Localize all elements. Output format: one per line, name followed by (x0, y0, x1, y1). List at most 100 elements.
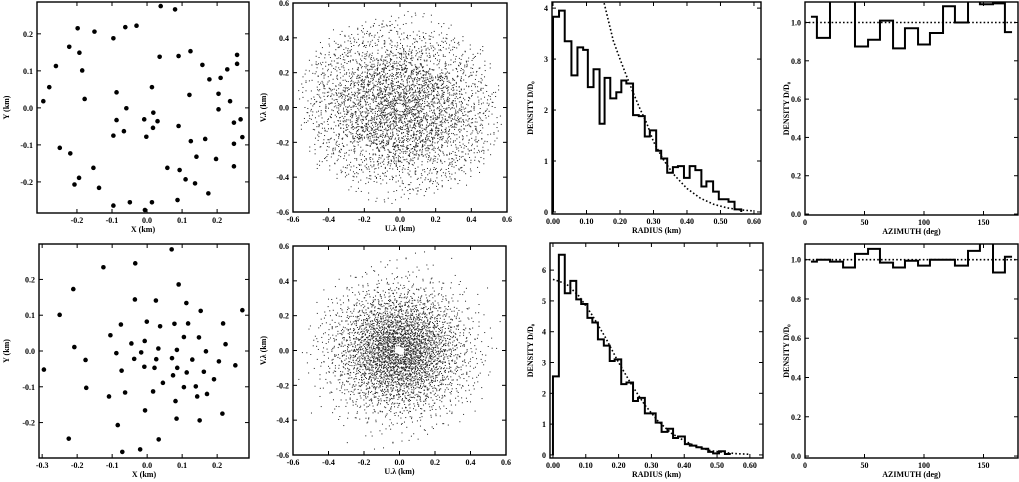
uv-point (449, 72, 451, 74)
uv-point (459, 131, 461, 133)
uv-point (332, 147, 334, 149)
uv-point (347, 112, 349, 114)
uv-point (400, 310, 402, 312)
uv-point (385, 67, 387, 69)
antenna-point (114, 117, 119, 123)
uv-point (318, 124, 320, 126)
uv-point (370, 129, 372, 131)
uv-point (435, 123, 437, 125)
uv-point (383, 77, 385, 79)
uv-point (323, 87, 325, 89)
uv-point (465, 337, 467, 339)
uv-point (441, 168, 443, 170)
uv-point (338, 88, 340, 90)
uv-point (416, 322, 418, 324)
uv-point (411, 108, 413, 110)
uv-point (491, 347, 493, 349)
uv-point (381, 142, 383, 144)
uv-point (387, 191, 389, 193)
uv-point (337, 111, 339, 113)
uv-point (381, 116, 383, 118)
uv-point (367, 101, 369, 103)
uv-point (397, 320, 399, 322)
uv-point (385, 24, 387, 26)
uv-point (419, 90, 421, 92)
uv-point (436, 171, 438, 173)
uv-point (367, 122, 369, 124)
uv-point (383, 76, 385, 78)
uv-point (404, 330, 406, 332)
uv-point (355, 119, 357, 121)
uv-point (377, 105, 379, 107)
uv-point (390, 313, 392, 315)
uv-point (433, 90, 435, 92)
uv-point (338, 125, 340, 127)
uv-point (416, 102, 418, 104)
uv-point (361, 78, 363, 80)
uv-point (449, 152, 451, 154)
uv-point (356, 75, 358, 77)
uv-point (433, 122, 435, 124)
uv-point (375, 108, 377, 110)
uv-point (404, 122, 406, 124)
uv-point (415, 69, 417, 71)
uv-point (474, 159, 476, 161)
uv-point (421, 86, 423, 88)
uv-point (389, 29, 391, 31)
uv-point (393, 161, 395, 163)
uv-point (437, 133, 439, 135)
uv-point (336, 70, 338, 72)
uv-point (447, 142, 449, 144)
uv-point (464, 66, 466, 68)
uv-point (477, 133, 479, 135)
uv-point (416, 78, 418, 80)
uv-point (471, 149, 473, 151)
uv-point (386, 100, 388, 102)
uv-point (393, 125, 395, 127)
antenna-point (165, 165, 170, 171)
uv-point (330, 88, 332, 90)
uv-point (359, 100, 361, 102)
uv-point (458, 109, 460, 111)
uv-point (384, 309, 386, 311)
uv-point (437, 86, 439, 88)
uv-point (335, 66, 337, 68)
uv-point (332, 152, 334, 154)
uv-point (389, 167, 391, 169)
uv-point (456, 117, 458, 119)
uv-point (436, 173, 438, 175)
uv-point (352, 113, 354, 115)
uv-point (338, 92, 340, 94)
uv-point (401, 180, 403, 182)
uv-point (364, 305, 366, 307)
uv-point (408, 113, 410, 115)
antenna-point (176, 123, 181, 129)
uv-point (366, 133, 368, 135)
uv-point (429, 124, 431, 126)
uv-point (378, 163, 380, 165)
uv-point (449, 108, 451, 110)
uv-point (447, 179, 449, 181)
uv-point (413, 316, 415, 318)
uv-point (361, 111, 363, 113)
uv-point (337, 111, 339, 113)
antenna-point (77, 50, 82, 56)
uv-point (418, 78, 420, 80)
uv-point (328, 146, 330, 148)
uv-point (371, 108, 373, 110)
uv-point (341, 97, 343, 99)
uv-point (345, 121, 347, 123)
uv-point (403, 326, 405, 328)
uv-point (398, 119, 400, 121)
uv-point (442, 145, 444, 147)
uv-point (369, 73, 371, 75)
uv-point (392, 134, 394, 136)
uv-point (421, 181, 423, 183)
uv-point (401, 169, 403, 171)
uv-point (466, 66, 468, 68)
uv-point (319, 96, 321, 98)
uv-point (419, 149, 421, 151)
uv-point (430, 124, 432, 126)
uv-point (440, 110, 442, 112)
uv-point (446, 80, 448, 82)
